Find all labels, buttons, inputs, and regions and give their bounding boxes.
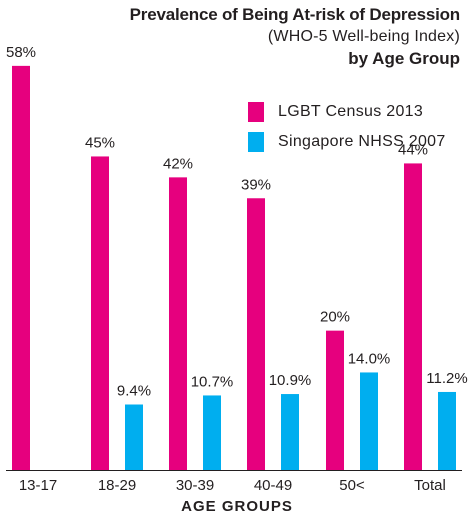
legend-swatch-lgbt [248,102,264,122]
data-label-nhss-1: 9.4% [117,383,151,400]
bar-lgbt-2 [169,177,187,470]
bar-lgbt-4 [326,330,344,470]
data-label-nhss-4: 14.0% [348,350,391,367]
bar-nhss-2 [203,395,221,470]
x-tick-label-3: 40-49 [254,477,292,494]
legend-label-nhss: Singapore NHSS 2007 [278,133,446,150]
chart-legend: LGBT Census 2013 Singapore NHSS 2007 [248,100,446,160]
bar-nhss-5 [438,391,456,470]
x-tick-label-2: 30-39 [176,477,214,494]
x-tick-label-0: 13-17 [19,477,57,494]
bar-lgbt-1 [91,156,109,471]
bar-lgbt-3 [247,198,265,471]
x-tick-label-1: 18-29 [98,477,136,494]
legend-item-lgbt: LGBT Census 2013 [248,100,446,124]
data-label-nhss-5: 11.2% [426,370,467,387]
bar-lgbt-0 [12,65,30,470]
data-label-lgbt-1: 45% [85,134,115,151]
data-label-lgbt-5: 44% [398,141,428,158]
bar-lgbt-5 [404,163,422,470]
legend-item-nhss: Singapore NHSS 2007 [248,130,446,154]
chart-subtitle-2: by Age Group [348,49,460,68]
data-label-lgbt-2: 42% [163,155,193,172]
chart-title: Prevalence of Being At-risk of Depressio… [129,5,461,24]
x-axis-title: AGE GROUPS [181,498,293,515]
x-tick-label-4: 50< [339,477,365,494]
bar-nhss-4 [360,372,378,470]
data-label-lgbt-3: 39% [241,176,271,193]
chart-title-block: Prevalence of Being At-risk of Depressio… [129,4,461,70]
data-label-lgbt-0: 58% [6,44,36,61]
data-label-nhss-3: 10.9% [269,372,312,389]
x-tick-label-5: Total [414,477,446,494]
data-label-nhss-2: 10.7% [191,373,234,390]
chart-subtitle: (WHO-5 Well-being Index) [267,28,460,45]
legend-label-lgbt: LGBT Census 2013 [278,103,424,120]
bar-nhss-1 [125,404,143,470]
bar-nhss-3 [281,394,299,470]
data-label-lgbt-4: 20% [320,309,350,326]
legend-swatch-nhss [248,132,264,152]
